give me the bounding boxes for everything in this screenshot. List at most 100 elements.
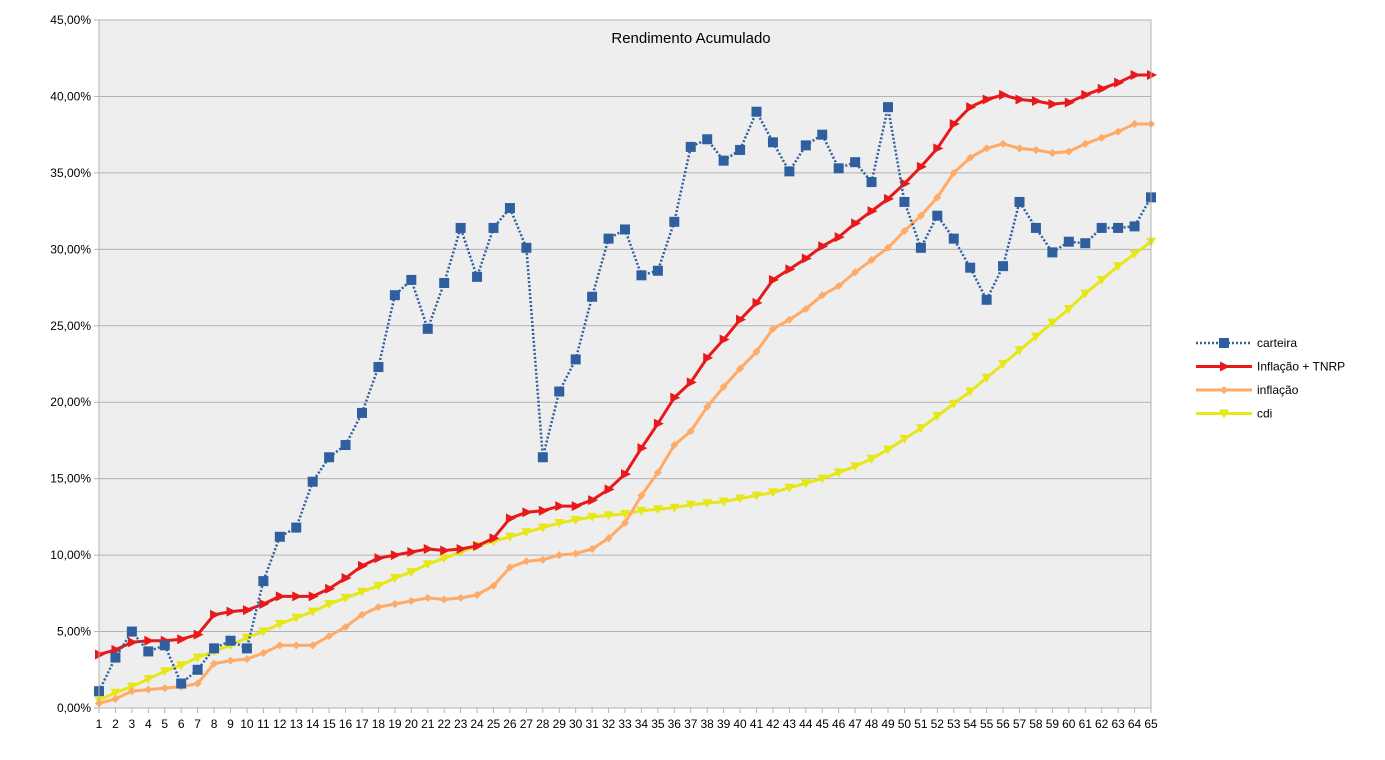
data-point — [785, 264, 796, 275]
data-point — [439, 554, 450, 564]
x-tick-label: 35 — [651, 717, 665, 731]
x-tick-label: 26 — [503, 717, 517, 731]
legend-item-1: Inflação + TNRP — [1196, 360, 1345, 374]
data-point — [1047, 247, 1058, 258]
x-tick-label: 46 — [832, 717, 846, 731]
data-point — [982, 144, 991, 153]
data-point — [834, 282, 843, 291]
data-point — [637, 491, 646, 500]
data-point — [192, 664, 203, 675]
data-point — [1064, 97, 1075, 108]
data-point — [965, 387, 976, 397]
x-tick-label: 48 — [865, 717, 879, 731]
data-point — [489, 581, 498, 590]
data-point — [274, 619, 285, 629]
data-point — [703, 402, 712, 411]
data-point — [686, 427, 695, 436]
x-tick-label: 38 — [701, 717, 715, 731]
x-tick-label: 36 — [668, 717, 682, 731]
y-tick-label: 20,00% — [50, 395, 91, 409]
x-tick-label: 52 — [931, 717, 945, 731]
x-tick-label: 62 — [1095, 717, 1109, 731]
data-point — [851, 268, 860, 277]
data-point — [999, 139, 1008, 148]
data-point — [718, 497, 729, 507]
data-point — [324, 452, 335, 463]
x-tick-label: 1 — [96, 717, 103, 731]
data-point — [735, 494, 746, 504]
x-tick-label: 23 — [454, 717, 468, 731]
data-point — [1097, 83, 1108, 94]
data-point — [1113, 262, 1124, 272]
data-point — [999, 89, 1010, 100]
data-point — [555, 551, 564, 560]
data-point — [899, 196, 910, 207]
data-point — [144, 685, 153, 694]
data-point — [784, 166, 795, 177]
data-point — [981, 373, 992, 383]
y-tick-label: 30,00% — [50, 242, 91, 256]
data-point — [537, 452, 548, 463]
x-tick-label: 27 — [520, 717, 534, 731]
x-tick-label: 37 — [684, 717, 698, 731]
data-point — [258, 627, 269, 637]
x-tick-label: 64 — [1128, 717, 1142, 731]
data-point — [472, 271, 483, 282]
data-point — [966, 102, 977, 113]
data-point — [933, 193, 942, 202]
data-point — [324, 600, 335, 610]
data-point — [801, 253, 812, 264]
data-point — [390, 550, 401, 561]
data-point — [800, 479, 811, 489]
data-point — [374, 553, 385, 564]
y-tick-label: 45,00% — [50, 13, 91, 27]
data-point — [981, 294, 992, 305]
data-point — [143, 646, 154, 657]
data-point — [423, 543, 434, 554]
data-point — [554, 386, 565, 397]
x-tick-label: 60 — [1062, 717, 1076, 731]
data-point — [422, 560, 433, 570]
data-point — [1114, 127, 1123, 136]
x-tick-label: 14 — [306, 717, 320, 731]
legend-label: cdi — [1257, 407, 1272, 421]
legend-swatch-marker — [1219, 409, 1229, 419]
data-point — [259, 599, 270, 610]
data-point — [440, 545, 451, 556]
x-tick-label: 19 — [388, 717, 402, 731]
legend-swatch-marker — [1220, 386, 1228, 394]
data-point — [505, 513, 516, 524]
data-point — [719, 334, 730, 345]
data-point — [735, 144, 746, 155]
data-point — [571, 549, 580, 558]
x-tick-label: 31 — [585, 717, 599, 731]
data-point — [389, 290, 400, 301]
data-point — [291, 522, 302, 533]
data-point — [652, 505, 663, 515]
data-point — [275, 591, 286, 602]
data-point — [555, 501, 566, 512]
data-point — [456, 593, 465, 602]
data-point — [899, 434, 910, 444]
data-point — [504, 532, 515, 542]
axes: 0,00% 5,00% 10,00% 15,00% 20,00% 25,00% 30,00%… — [50, 13, 1158, 731]
data-point — [636, 270, 647, 281]
data-point — [948, 233, 959, 244]
data-point — [177, 634, 188, 645]
legend: carteira Inflação + TNRP inflação cdi — [1196, 336, 1345, 421]
x-tick-label: 12 — [273, 717, 287, 731]
x-tick-label: 50 — [898, 717, 912, 731]
x-tick-label: 6 — [178, 717, 185, 731]
data-point — [358, 610, 366, 619]
data-point — [521, 242, 532, 253]
x-tick-label: 58 — [1029, 717, 1043, 731]
data-point — [571, 501, 582, 512]
data-point — [883, 445, 893, 455]
data-point — [274, 531, 285, 542]
data-point — [193, 679, 202, 688]
data-point — [933, 143, 944, 154]
series-1 — [95, 70, 1157, 660]
data-point — [374, 603, 383, 612]
data-point — [440, 595, 449, 604]
